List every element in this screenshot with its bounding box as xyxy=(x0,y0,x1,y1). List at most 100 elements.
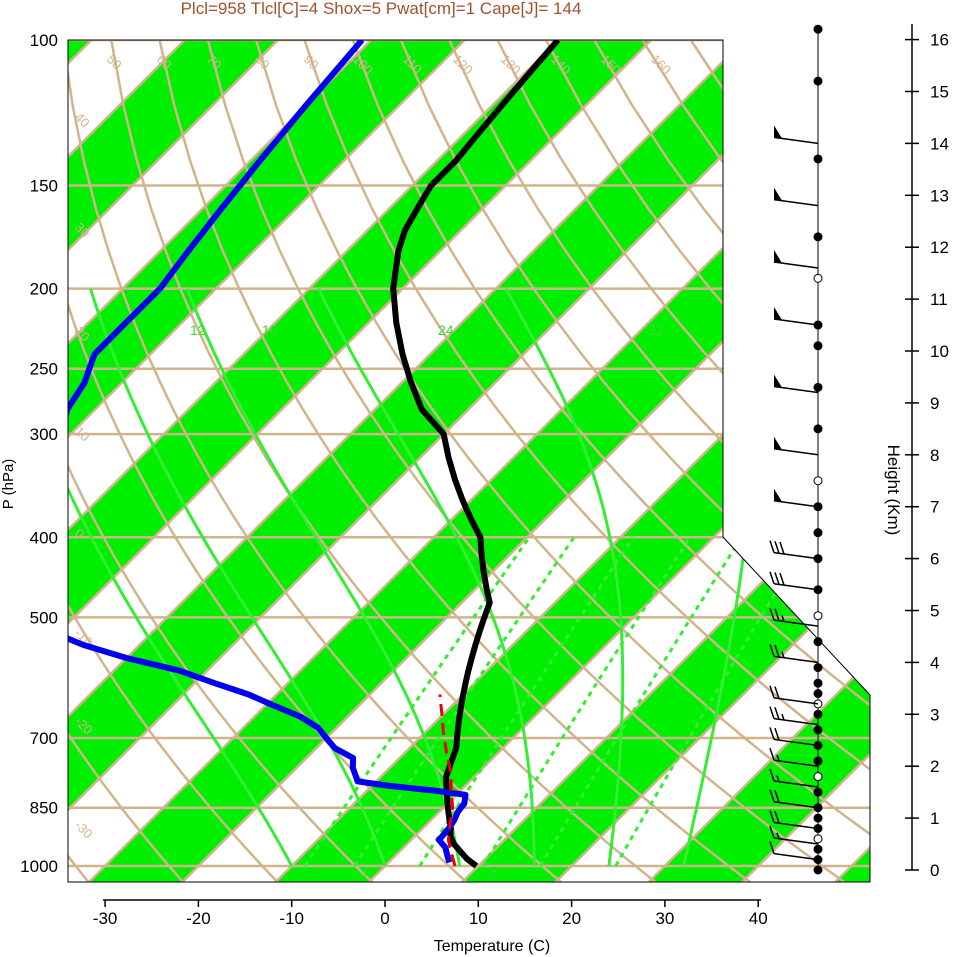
pressure-tick-label: 300 xyxy=(30,425,58,444)
wind-level-dot xyxy=(813,813,823,823)
temperature-tick-label: 20 xyxy=(562,909,581,928)
wind-barb xyxy=(773,125,819,145)
wind-barb xyxy=(773,249,819,269)
temperature-tick-label: -30 xyxy=(93,909,118,928)
isotherm-line xyxy=(629,40,870,882)
temperature-band xyxy=(68,40,359,882)
temperature-band xyxy=(68,40,870,882)
temperature-axis: -30 -20 -10 0 10 20 30 40 xyxy=(93,899,768,928)
wind-level-dot xyxy=(813,232,823,242)
mixing-ratio-label: 32 xyxy=(648,322,664,338)
dry-adiabat-line xyxy=(158,40,776,882)
wind-barb xyxy=(769,768,819,788)
height-tick-label: 14 xyxy=(930,134,949,153)
isotherm-label: 0 xyxy=(722,461,738,477)
chart-title: Plcl=958 Tlcl[C]=4 Shox=5 Pwat[cm]=1 Cap… xyxy=(181,0,582,18)
parcel-profile xyxy=(438,694,457,867)
height-tick-label: 13 xyxy=(930,186,949,205)
wind-level-dot xyxy=(813,637,823,647)
height-tick-label: 1 xyxy=(930,809,939,828)
height-tick-label: 5 xyxy=(930,602,939,621)
temperature-tick-label: -10 xyxy=(279,909,304,928)
height-tick-label: 3 xyxy=(930,705,939,724)
temperature-band xyxy=(444,40,870,882)
isotherm-label: 10 xyxy=(722,341,743,362)
isotherm-label: 20 xyxy=(722,231,743,252)
isotherm-line xyxy=(68,40,359,882)
temperature-profile xyxy=(390,40,561,869)
dry-adiabat-line xyxy=(68,40,584,882)
wind-barb xyxy=(769,841,819,861)
wind-level-dot xyxy=(813,24,823,34)
wind-barb xyxy=(769,571,819,591)
dry-adiabat-line xyxy=(303,40,870,882)
dry-adiabat-line xyxy=(68,40,488,882)
wind-barb xyxy=(773,436,819,456)
wind-level-dot xyxy=(813,865,823,875)
wind-level-dot xyxy=(813,663,823,673)
mixing-ratio-line xyxy=(614,536,811,867)
wind-level-dot xyxy=(813,76,823,86)
dry-adiabat-line xyxy=(255,40,870,882)
height-tick-label: 12 xyxy=(930,238,949,257)
wind-level-dot xyxy=(813,709,823,719)
pressure-tick-label: 200 xyxy=(30,280,58,299)
dry-adiabat-line xyxy=(110,40,680,882)
isotherm-line xyxy=(68,40,546,882)
wind-level-dot xyxy=(813,787,823,797)
pressure-axis-label: P (hPa) xyxy=(0,459,17,510)
dry-adiabat-line xyxy=(206,40,870,882)
dry-adiabat-line xyxy=(399,40,870,882)
mixing-ratio-label: 8 xyxy=(490,863,498,879)
wind-level-dot xyxy=(813,772,823,782)
mixing-ratio-line xyxy=(539,536,743,867)
wind-level-dot xyxy=(813,834,823,844)
moist-adiabat-line xyxy=(317,288,536,866)
wind-barb xyxy=(773,307,819,326)
isotherm-line xyxy=(163,40,870,882)
mixing-ratio-line xyxy=(418,536,635,867)
temperature-tick-label: 30 xyxy=(655,909,674,928)
temperature-tick-label: -20 xyxy=(186,909,211,928)
pressure-tick-label: 100 xyxy=(30,31,58,50)
sounding-profiles xyxy=(68,40,561,869)
wind-level-dot xyxy=(813,382,823,392)
mixing-ratio-label: 24 xyxy=(438,322,454,338)
wind-barb xyxy=(773,374,819,394)
wind-barb xyxy=(773,187,819,207)
moist-adiabat-line xyxy=(504,287,625,867)
isotherm-line xyxy=(68,40,639,882)
height-tick-label: 15 xyxy=(930,83,949,102)
wind-barb xyxy=(769,810,819,830)
dewpoint-profile xyxy=(68,40,469,864)
wind-level-dot xyxy=(813,611,823,621)
mixing-ratio-line xyxy=(481,536,692,867)
wind-barb xyxy=(769,825,819,845)
dry-adiabat-line xyxy=(351,40,870,882)
wind-level-dot xyxy=(813,689,823,699)
isotherm-line xyxy=(68,40,733,882)
isotherm-label: 10 xyxy=(744,536,765,557)
wind-level-dot xyxy=(813,476,823,486)
pressure-tick-label: 700 xyxy=(30,729,58,748)
wind-level-dot xyxy=(813,756,823,766)
height-tick-label: 9 xyxy=(930,394,939,413)
wind-barb xyxy=(769,607,819,627)
pressure-tick-label: 150 xyxy=(30,176,58,195)
wind-level-dot xyxy=(813,424,823,434)
isotherm-line xyxy=(68,40,266,882)
pressure-tick-label: 400 xyxy=(30,528,58,547)
wind-barb xyxy=(769,540,819,560)
pressure-tick-label: 850 xyxy=(30,799,58,818)
temperature-band xyxy=(68,40,545,882)
wind-level-dot xyxy=(813,154,823,164)
temperature-axis-label: Temperature (C) xyxy=(434,938,550,955)
dry-adiabat-line xyxy=(68,40,201,882)
mixing-ratio-label: 12 xyxy=(190,322,206,338)
wind-barb xyxy=(769,789,819,809)
temperature-tick-label: 40 xyxy=(749,909,768,928)
wind-level-dot xyxy=(813,273,823,283)
mixing-ratio-line xyxy=(303,536,531,867)
wind-barb xyxy=(769,747,819,767)
